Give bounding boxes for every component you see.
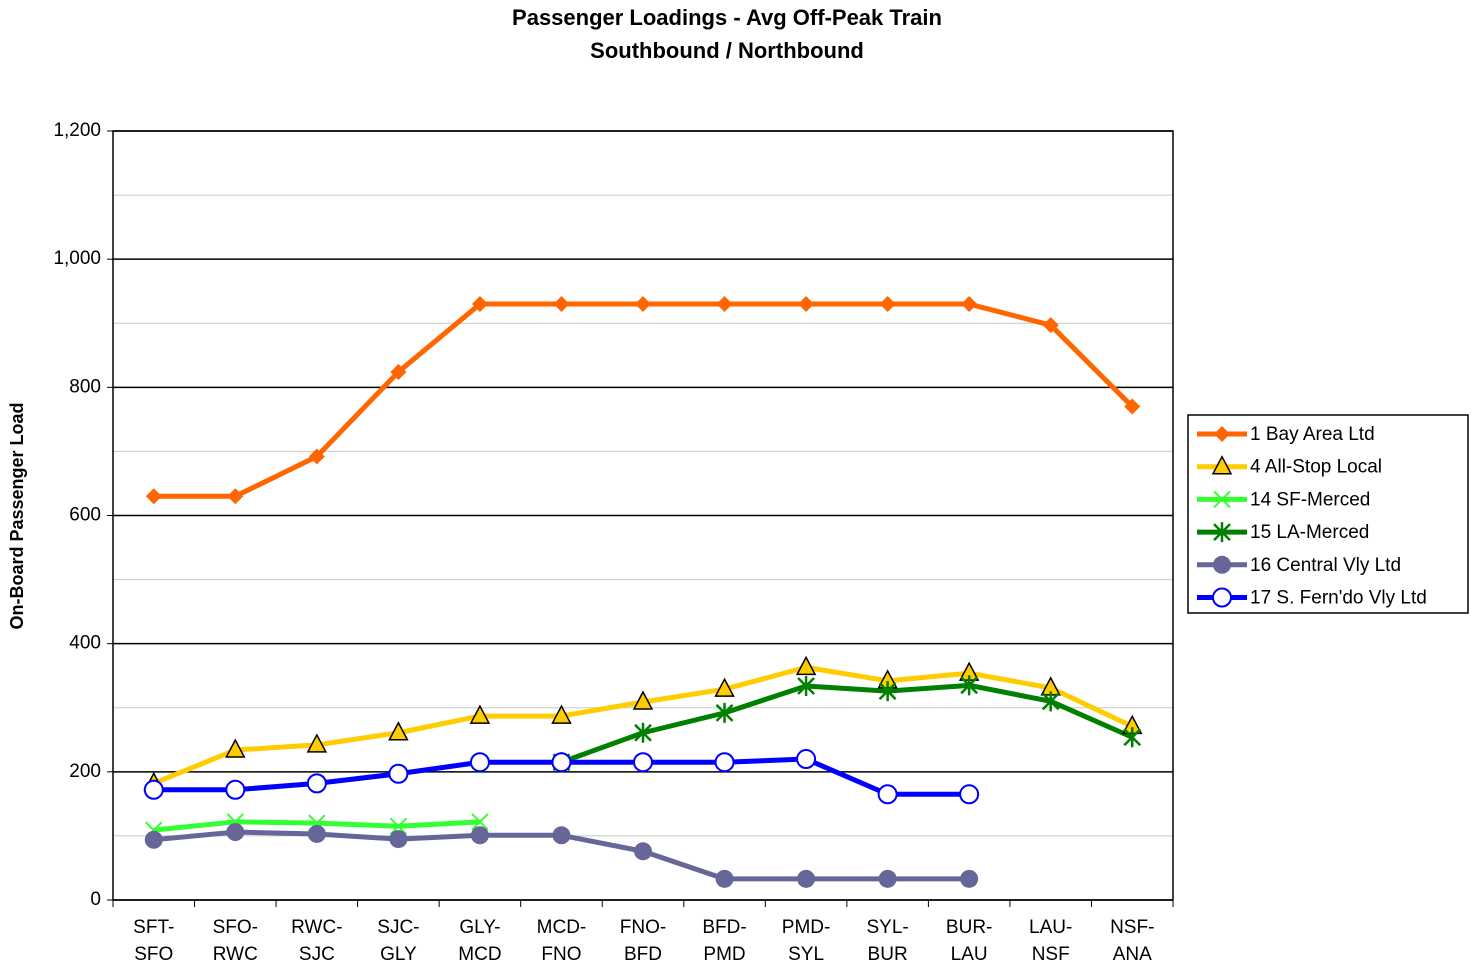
marker <box>226 823 245 842</box>
marker <box>797 675 815 696</box>
marker <box>388 721 409 741</box>
x-tick-label: LAU-NSF <box>1029 917 1072 965</box>
plot-frame <box>112 130 1174 901</box>
y-tick-label: 1,200 <box>53 120 101 141</box>
marker <box>225 738 246 758</box>
series-line <box>560 682 1134 765</box>
y-tick-label: 400 <box>69 633 101 654</box>
legend-label: 16 Central Vly Ltd <box>1250 555 1401 576</box>
marker <box>551 704 572 724</box>
marker <box>551 752 572 773</box>
x-tick-label: BFD-PMD <box>702 917 746 965</box>
marker <box>552 826 571 845</box>
x-tick-label: NSF-ANA <box>1110 917 1154 965</box>
legend-label: 14 SF-Merced <box>1250 489 1370 510</box>
marker <box>145 488 162 505</box>
marker <box>553 296 570 313</box>
marker <box>633 752 653 773</box>
x-tick-label: SFO-RWC <box>213 917 258 965</box>
legend-marker <box>1212 587 1232 608</box>
marker <box>469 704 491 724</box>
x-tick-label: PMD-SYL <box>782 917 831 965</box>
marker <box>307 824 326 843</box>
y-tick-label: 600 <box>69 505 101 526</box>
x-tick-label: SYL-BUR <box>866 917 908 965</box>
marker <box>389 817 408 836</box>
marker <box>798 296 815 313</box>
legend-marker <box>1213 490 1231 509</box>
marker <box>959 784 980 805</box>
x-tick-label: SJC-GLY <box>377 917 419 965</box>
marker <box>960 675 979 696</box>
marker <box>306 733 328 753</box>
marker <box>471 296 488 313</box>
marker <box>390 363 407 380</box>
marker <box>471 813 489 831</box>
y-tick-label: 800 <box>69 376 101 397</box>
legend-label: 17 S. Fern'do Vly Ltd <box>1250 588 1427 609</box>
marker <box>632 690 654 710</box>
marker <box>634 842 652 861</box>
marker <box>715 869 734 888</box>
marker <box>225 779 246 800</box>
marker <box>389 830 408 849</box>
x-tick-label: GLY-MCD <box>458 917 501 965</box>
marker <box>143 779 164 800</box>
marker <box>634 722 652 743</box>
x-tick-label: RWC-SJC <box>291 917 342 965</box>
marker <box>714 752 735 773</box>
legend-label: 1 Bay Area Ltd <box>1250 424 1375 445</box>
legend-box <box>1187 414 1469 614</box>
y-tick-label: 0 <box>90 889 101 910</box>
marker <box>1041 691 1060 712</box>
marker <box>308 448 325 465</box>
marker <box>715 702 734 723</box>
x-tick-label: BUR-LAU <box>946 917 992 965</box>
marker <box>877 784 898 805</box>
legend-marker <box>1213 522 1231 543</box>
marker <box>714 677 735 697</box>
x-tick-label: MCD-FNO <box>537 917 587 965</box>
y-tick-label: 1,000 <box>53 248 101 269</box>
marker <box>470 826 489 845</box>
legend-marker <box>1214 426 1230 442</box>
marker <box>144 830 163 849</box>
marker <box>469 752 490 773</box>
marker <box>797 869 816 888</box>
marker <box>1124 398 1141 415</box>
marker <box>306 773 327 794</box>
marker <box>716 296 733 313</box>
chart-title: Passenger Loadings - Avg Off-Peak Train <box>512 5 942 30</box>
y-axis-title: On-Board Passenger Load <box>7 402 27 629</box>
marker <box>960 869 979 888</box>
marker <box>635 296 651 313</box>
marker <box>878 869 897 888</box>
x-tick-label: FNO-BFD <box>620 917 666 965</box>
legend-label: 15 LA-Merced <box>1250 522 1369 543</box>
marker <box>879 296 896 313</box>
marker <box>961 296 978 313</box>
series-line <box>153 301 1134 499</box>
marker <box>227 488 244 505</box>
marker <box>795 655 817 676</box>
x-tick-label: SFT-SFO <box>133 917 174 965</box>
legend-marker <box>1213 555 1231 574</box>
chart-subtitle: Southbound / Northbound <box>590 38 864 63</box>
marker <box>1042 317 1059 334</box>
marker <box>878 681 897 702</box>
y-tick-label: 200 <box>69 761 101 782</box>
legend-label: 4 All-Stop Local <box>1250 457 1382 478</box>
marker <box>1123 727 1142 748</box>
legend-marker <box>1211 455 1233 475</box>
marker <box>388 763 409 784</box>
marker <box>796 749 817 770</box>
